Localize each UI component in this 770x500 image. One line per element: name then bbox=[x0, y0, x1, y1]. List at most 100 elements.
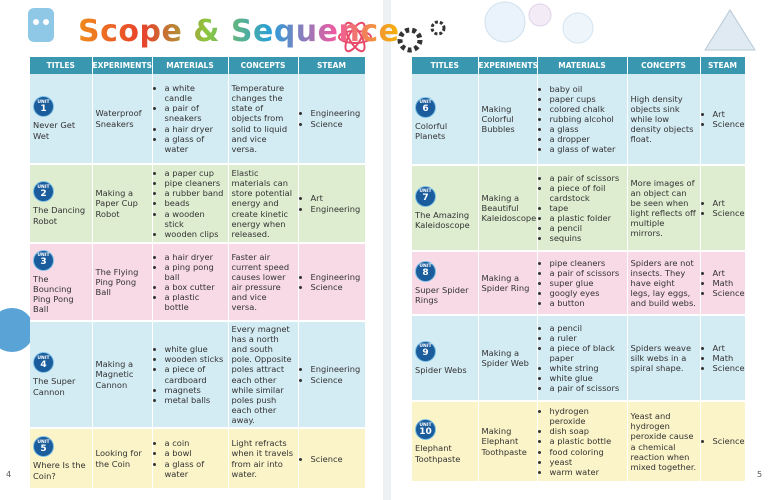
steam-list: Science bbox=[302, 454, 362, 464]
material-item: pipe cleaners bbox=[550, 258, 624, 268]
header-row: TITLES EXPERIMENTS MATERIALS CONCEPTS STEAM bbox=[30, 57, 366, 74]
material-item: colored chalk bbox=[550, 104, 624, 114]
materials-cell: hydrogen peroxidedish soapa plastic bott… bbox=[537, 401, 628, 483]
steam-list: ArtScience bbox=[704, 198, 745, 218]
unit-number: 9 bbox=[422, 348, 429, 359]
unit-row: UNIT 5 Where Is the Coin? Looking for the C… bbox=[30, 428, 366, 491]
material-item: food coloring bbox=[550, 447, 624, 457]
materials-list: baby oilpaper cupscolored chalkrubbing a… bbox=[541, 84, 624, 155]
material-item: a piece of foil cardstock bbox=[550, 183, 624, 203]
material-item: magnets bbox=[165, 385, 225, 395]
steam-list: EngineeringScience bbox=[302, 364, 362, 384]
steam-item: Science bbox=[311, 454, 362, 464]
unit-label: UNIT bbox=[37, 184, 50, 190]
unit-label: UNIT bbox=[419, 344, 432, 350]
unit-row: UNIT 7 The Amazing Kaleidoscope Making a Be… bbox=[412, 165, 746, 252]
concept-cell: Faster air current speed causes lower ai… bbox=[228, 243, 299, 322]
steam-item: Art bbox=[311, 193, 362, 203]
unit-badge: UNIT 2 bbox=[33, 181, 54, 203]
materials-list: a pencila rulera piece of black paperwhi… bbox=[541, 323, 624, 394]
unit-row: UNIT 6 Colorful Planets Making Colorful Bub… bbox=[412, 74, 746, 166]
unit-number: 7 bbox=[422, 193, 429, 204]
title-cell: UNIT 2 The Dancing Robot bbox=[30, 164, 93, 244]
material-item: a pencil bbox=[550, 223, 624, 233]
unit-badge: UNIT 3 bbox=[33, 249, 54, 271]
unit-number: 4 bbox=[40, 359, 47, 370]
materials-cell: white gluewooden sticksa piece of cardbo… bbox=[152, 321, 229, 430]
concept-cell: Yeast and hydrogen peroxide cause a chem… bbox=[627, 401, 701, 483]
unit-row: UNIT 8 Super Spider Rings Making a Spider R… bbox=[412, 251, 746, 316]
experiment-cell: Making a Spider Web bbox=[478, 315, 538, 402]
material-item: dish soap bbox=[550, 426, 624, 436]
column-header: MATERIALS bbox=[152, 57, 229, 74]
material-item: rubbing alcohol bbox=[550, 114, 624, 124]
unit-title: Spider Webs bbox=[415, 364, 467, 375]
materials-list: a pair of scissorsa piece of foil cardst… bbox=[541, 173, 624, 244]
title-cell: UNIT 10 Elephant Toothpaste bbox=[412, 401, 479, 483]
experiment-cell: Making a Magnetic Cannon bbox=[92, 321, 153, 430]
material-item: paper cups bbox=[550, 94, 624, 104]
material-item: a white candle bbox=[165, 83, 225, 103]
material-item: tape bbox=[550, 203, 624, 213]
experiment-cell: Making a Paper Cup Robot bbox=[92, 164, 153, 244]
material-item: a wooden stick bbox=[165, 209, 225, 229]
unit-badge: UNIT 6 bbox=[415, 96, 436, 118]
material-item: a dropper bbox=[550, 134, 624, 144]
steam-item: Science bbox=[713, 119, 745, 129]
column-header: CONCEPTS bbox=[228, 57, 299, 74]
unit-label: UNIT bbox=[37, 99, 50, 105]
steam-item: Math bbox=[713, 278, 742, 288]
column-header: STEAM bbox=[298, 57, 366, 74]
material-item: a glass bbox=[550, 124, 624, 134]
steam-list: Science bbox=[704, 436, 745, 446]
title-cell: UNIT 8 Super Spider Rings bbox=[412, 251, 479, 316]
title-cell: UNIT 7 The Amazing Kaleidoscope bbox=[412, 165, 479, 252]
experiment-cell: Looking for the Coin bbox=[92, 428, 153, 491]
unit-row: UNIT 3 The Bouncing Ping Pong Ball The Flyi… bbox=[30, 243, 366, 322]
steam-item: Science bbox=[713, 436, 745, 446]
experiment-cell: Making a Beautiful Kaleidoscope bbox=[478, 165, 538, 252]
steam-list: EngineeringScience bbox=[302, 272, 362, 292]
steam-list: ArtEngineering bbox=[302, 193, 362, 213]
unit-badge: UNIT 4 bbox=[33, 352, 54, 374]
materials-list: a white candlea pair of sneakersa hair d… bbox=[156, 83, 225, 154]
unit-badge: UNIT 7 bbox=[415, 185, 436, 207]
steam-list: ArtMathScience bbox=[704, 343, 745, 373]
unit-title: The Dancing Robot bbox=[33, 205, 86, 226]
materials-cell: a paper cuppipe cleanersa rubber bandbea… bbox=[152, 164, 229, 244]
column-header: STEAM bbox=[700, 57, 746, 74]
unit-label: UNIT bbox=[37, 355, 50, 361]
materials-cell: pipe cleanersa pair of scissorssuper glu… bbox=[537, 251, 628, 316]
steam-cell: ArtScience bbox=[700, 74, 746, 166]
scope-table: TITLES EXPERIMENTS MATERIALS CONCEPTS STEAM U… bbox=[30, 57, 366, 491]
unit-badge: UNIT 10 bbox=[415, 419, 436, 441]
unit-number: 2 bbox=[40, 188, 47, 199]
unit-number: 8 bbox=[422, 268, 429, 279]
prism-icon bbox=[704, 9, 756, 51]
experiment-cell: Waterproof Sneakers bbox=[92, 74, 153, 165]
unit-label: UNIT bbox=[419, 189, 432, 195]
page-number: 4 bbox=[6, 470, 12, 479]
unit-number: 5 bbox=[40, 443, 47, 454]
steam-item: Art bbox=[713, 268, 742, 278]
material-item: a pair of scissors bbox=[550, 173, 624, 183]
column-header: EXPERIMENTS bbox=[478, 57, 538, 74]
bubble bbox=[562, 12, 594, 44]
scope-table: TITLES EXPERIMENTS MATERIALS CONCEPTS STEAM U… bbox=[412, 57, 746, 483]
material-item: a ping pong ball bbox=[165, 262, 225, 282]
steam-item: Science bbox=[311, 119, 362, 129]
materials-list: a hair dryera ping pong balla box cutter… bbox=[156, 252, 225, 313]
material-item: a rubber band bbox=[165, 188, 225, 198]
unit-title: The Amazing Kaleidoscope bbox=[415, 209, 470, 230]
material-item: a button bbox=[550, 298, 624, 308]
column-header: TITLES bbox=[412, 57, 479, 74]
concept-cell: High density objects sink while low dens… bbox=[627, 74, 701, 166]
unit-title: Never Get Wet bbox=[33, 120, 76, 141]
material-item: a pair of scissors bbox=[550, 383, 624, 393]
header-row: TITLES EXPERIMENTS MATERIALS CONCEPTS STEAM bbox=[412, 57, 746, 74]
unit-badge: UNIT 5 bbox=[33, 436, 54, 458]
material-item: a glass of water bbox=[550, 144, 624, 154]
experiment-cell: Making Elephant Toothpaste bbox=[478, 401, 538, 483]
